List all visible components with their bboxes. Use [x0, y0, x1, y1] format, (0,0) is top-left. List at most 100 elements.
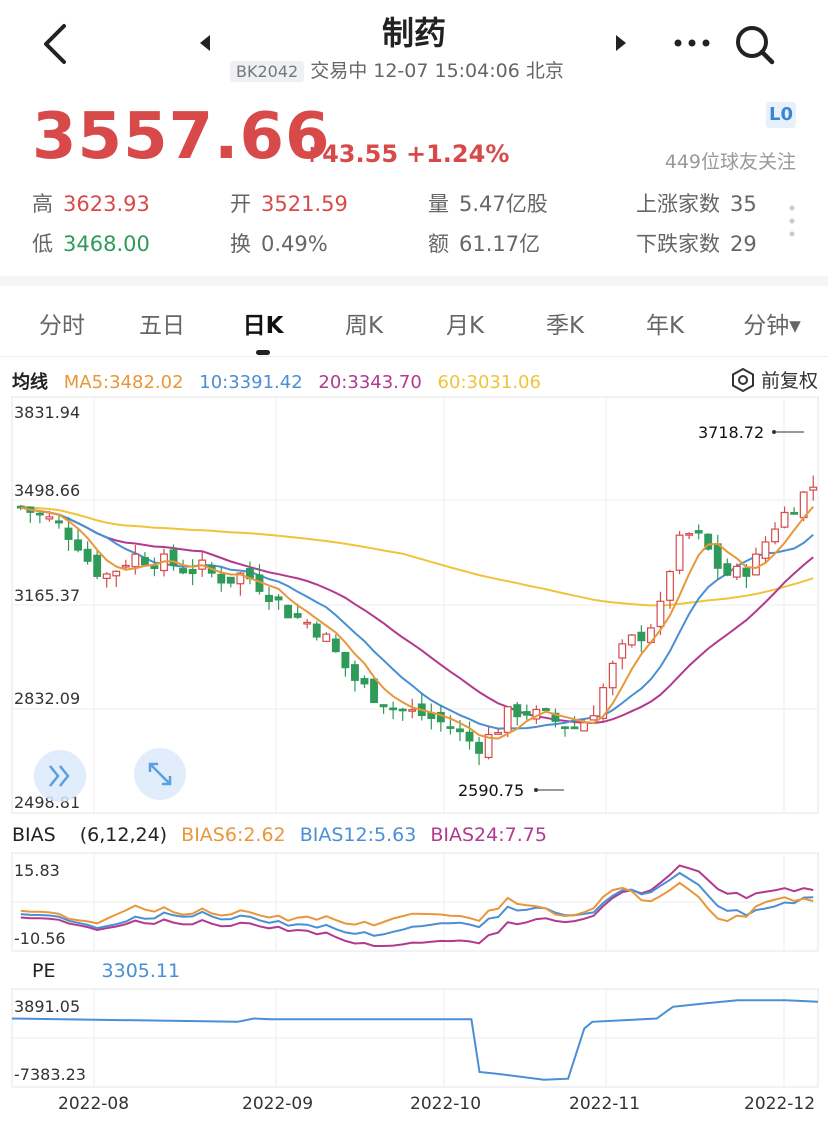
candle-down	[446, 726, 455, 729]
bias-legend[interactable]: BIAS (6,12,24) BIAS6:2.62 BIAS12:5.63 BI…	[12, 824, 547, 846]
x-tick-nov: 2022-11	[569, 1094, 641, 1114]
candle-down	[398, 708, 407, 712]
candle-down	[74, 539, 83, 551]
candle-down	[293, 613, 302, 618]
candle-down	[541, 708, 550, 711]
candle-up	[236, 572, 245, 585]
candle-down	[704, 533, 713, 550]
candle-down	[55, 520, 63, 524]
bias-grid	[11, 852, 819, 952]
followers-count[interactable]: 449位球友关注	[664, 151, 796, 173]
pe-title: PE	[32, 960, 56, 982]
tab-monthly-k[interactable]: 月K	[445, 313, 485, 339]
min-annotation: 2590.75	[458, 781, 524, 800]
bias-title: BIAS	[12, 824, 56, 846]
bias24-value: BIAS24:7.75	[430, 824, 547, 846]
x-tick-oct: 2022-10	[410, 1094, 482, 1114]
active-tab-indicator	[256, 350, 270, 355]
candle-up	[751, 553, 760, 576]
section-divider	[0, 276, 828, 286]
stat-low: 低 3468.00	[32, 232, 150, 256]
candle-down	[379, 704, 388, 708]
ma60-value: 60:3031.06	[437, 372, 541, 393]
candle-up	[131, 553, 140, 568]
subtitle: BK2042 交易中 12-07 15:04:06 北京	[230, 56, 564, 83]
stat-decliners: 下跌家数 29	[636, 232, 757, 256]
candle-up	[627, 634, 636, 646]
level-badge[interactable]: L0	[766, 102, 796, 128]
tab-daily-k[interactable]: 日K	[242, 313, 284, 339]
bias12-line	[20, 871, 814, 937]
tab-minute[interactable]: 分钟▾	[743, 313, 801, 339]
next-stock-icon[interactable]	[612, 32, 630, 54]
candle-down	[284, 604, 293, 619]
tab-intraday[interactable]: 分时	[39, 313, 85, 339]
pe-legend[interactable]: PE 3305.11	[32, 960, 180, 982]
candle-up	[608, 662, 617, 689]
candle-down	[561, 726, 569, 730]
price-change: +43.55	[302, 140, 399, 168]
candle-down	[522, 711, 531, 716]
candle-down	[694, 530, 703, 534]
candle-down	[551, 712, 560, 722]
candle-up	[780, 511, 789, 528]
y-tick-1: 3498.66	[14, 481, 80, 500]
tab-weekly-k[interactable]: 周K	[344, 313, 384, 339]
tab-divider	[0, 356, 828, 357]
candle-down	[341, 651, 350, 669]
candle-up	[121, 564, 130, 568]
stock-code: BK2042	[230, 61, 305, 82]
candle-down	[570, 726, 579, 730]
candle-down	[265, 594, 273, 603]
tab-quarterly-k[interactable]: 季K	[545, 313, 585, 339]
candle-up	[656, 600, 665, 628]
bias-chart[interactable]: 15.83 -10.56	[0, 852, 828, 954]
expand-stats-icon[interactable]	[788, 204, 796, 238]
candle-down	[637, 631, 646, 642]
candle-down	[217, 573, 226, 584]
back-icon[interactable]	[38, 22, 74, 66]
candle-up	[408, 709, 417, 712]
adjust-label: 前复权	[760, 370, 818, 392]
candle-down	[188, 568, 197, 575]
bias24-line	[20, 864, 814, 947]
search-icon[interactable]	[732, 20, 780, 68]
pe-chart[interactable]: 3891.05 -7383.23	[0, 988, 828, 1088]
candle-up	[618, 643, 627, 659]
candle-up	[589, 715, 598, 721]
adjust-toggle[interactable]: 前复权	[731, 366, 818, 393]
candle-up	[45, 516, 54, 520]
previous-stock-icon[interactable]	[196, 32, 214, 54]
candle-down	[389, 707, 398, 711]
candle-down	[35, 512, 44, 516]
current-price: 3557.66	[32, 100, 331, 174]
candle-down	[179, 568, 188, 574]
candle-down	[513, 704, 522, 718]
x-tick-aug: 2022-08	[58, 1094, 130, 1114]
kline-chart[interactable]: 3831.94 3498.66 3165.37 2832.09 2498.81 …	[0, 396, 828, 816]
kline-grid	[11, 396, 819, 814]
candle-down	[83, 548, 92, 562]
candle-down	[226, 576, 235, 584]
y-tick-3: 2832.09	[14, 689, 80, 708]
ma20-line	[20, 506, 814, 725]
candle-up	[580, 722, 589, 732]
candle-up	[666, 570, 674, 601]
ma10-line	[20, 506, 814, 730]
fast-forward-button[interactable]	[34, 750, 86, 802]
pe-y-bottom: -7383.23	[14, 1065, 86, 1084]
stat-volume: 量 5.47亿股	[428, 192, 548, 216]
y-tick-0: 3831.94	[14, 403, 80, 422]
tab-five-day[interactable]: 五日	[139, 313, 185, 339]
candle-up	[102, 573, 111, 579]
fullscreen-button[interactable]	[134, 748, 186, 800]
candle-up	[809, 486, 818, 491]
more-icon[interactable]	[670, 28, 714, 58]
candle-down	[456, 728, 464, 733]
candle-up	[112, 570, 121, 577]
tab-yearly-k[interactable]: 年K	[645, 313, 685, 339]
candle-up	[761, 541, 770, 559]
candle-up	[494, 731, 503, 735]
pe-y-top: 3891.05	[14, 997, 80, 1016]
stat-open: 开 3521.59	[230, 192, 348, 216]
